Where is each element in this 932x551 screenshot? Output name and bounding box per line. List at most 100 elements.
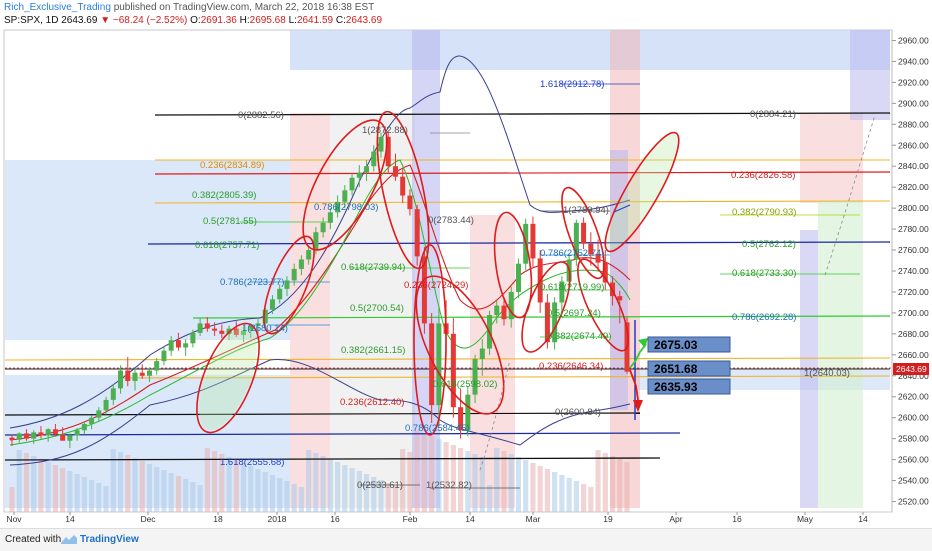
fib-label: 1(2640.03) xyxy=(804,368,850,379)
ellipse-8 xyxy=(521,261,571,353)
volume-bar xyxy=(624,462,630,512)
candle-body xyxy=(9,437,15,440)
created-with-text: Created with xyxy=(5,534,62,545)
fib-label: 0(2884.21) xyxy=(750,109,796,120)
ellipse-2 xyxy=(263,235,315,335)
y-axis[interactable]: 2520.00 2540.00 2560.00 2580.00 2600.00 2620.… xyxy=(891,30,929,512)
volume-bar xyxy=(240,463,247,512)
volume-bar xyxy=(262,472,268,512)
fib-label: 0.618(2598.02) xyxy=(433,379,497,390)
candle-body xyxy=(255,323,261,326)
volume-bar xyxy=(400,449,406,512)
volume-bar xyxy=(363,474,370,512)
candle-body xyxy=(378,136,384,152)
close-value: 2643.69 xyxy=(345,15,383,26)
candle-body xyxy=(421,256,427,324)
ellipse-11 xyxy=(604,131,680,253)
volume-bar xyxy=(81,477,87,512)
y-tick-label: 2560.00 xyxy=(898,455,929,465)
volume-bar xyxy=(559,475,565,512)
candle-body xyxy=(335,201,341,213)
y-tick-label: 2800.00 xyxy=(898,203,929,213)
ma-green xyxy=(9,159,631,446)
candle-body xyxy=(573,222,579,260)
volume-bar xyxy=(248,466,254,512)
volume-bar xyxy=(320,456,326,512)
fib-label: 0(2882.56) xyxy=(238,110,284,121)
y-tick-label: 2880.00 xyxy=(898,119,929,129)
candle-body xyxy=(349,177,355,191)
volume-bar xyxy=(566,478,572,512)
candle-body xyxy=(132,372,138,382)
volume-bar xyxy=(494,448,500,512)
candle-body xyxy=(60,434,66,441)
candle-body xyxy=(233,328,239,335)
x-axis[interactable]: Nov 14 Dec 18 2018 16 Feb 14 Mar 19 Apr 16 May 14 xyxy=(6,512,868,524)
volume-bar xyxy=(450,445,456,512)
candle-body xyxy=(450,333,456,408)
x-tick-label: 2018 xyxy=(268,514,287,524)
fib-label: 1(2789.94) xyxy=(563,205,609,216)
candle-body xyxy=(356,172,362,178)
candle-body xyxy=(146,370,152,376)
author-name[interactable]: Rich_Exclusive_Trading xyxy=(4,2,111,13)
candle-body xyxy=(103,399,109,411)
volume-bar xyxy=(334,462,341,512)
last-price-marker xyxy=(893,363,929,375)
volume-bar xyxy=(327,459,333,512)
fib-labels: 0(2882.56) 0.236(2834.89) 0.382(2805.39) 0.… xyxy=(192,79,850,491)
volume-bar xyxy=(226,457,232,512)
red-arrow xyxy=(629,369,639,401)
candle-body xyxy=(96,410,102,418)
candle-body xyxy=(392,166,398,177)
volume-bar xyxy=(356,471,362,512)
y-tick-label: 2600.00 xyxy=(898,413,929,423)
candle-body xyxy=(327,212,333,223)
x-tick-label: Nov xyxy=(6,514,22,524)
dotted-projection-2 xyxy=(824,114,876,276)
candle-body xyxy=(219,330,225,334)
green-arrowhead xyxy=(638,338,648,348)
price-box-2651: 2651.68 xyxy=(654,362,698,376)
volume-bar xyxy=(110,449,116,512)
fib-label: 0.236(2724.29) xyxy=(404,280,468,291)
volume-bar xyxy=(67,471,73,512)
candle-body xyxy=(595,254,601,263)
volume-bar xyxy=(472,454,478,512)
volume-bar xyxy=(595,450,601,512)
volume-bar xyxy=(211,451,218,512)
x-tick-label: Dec xyxy=(140,514,156,524)
fib-label: 0(2533.61) xyxy=(357,480,403,491)
volume-bar xyxy=(291,484,297,512)
candle-body xyxy=(154,361,160,371)
fib-label: 1(2680.14) xyxy=(242,323,288,334)
fib-label: 0.236(2646.34) xyxy=(539,361,603,372)
volume-bar xyxy=(407,452,413,512)
publish-line: Rich_Exclusive_Trading published on Trad… xyxy=(4,2,374,13)
y-tick-label: 2780.00 xyxy=(898,224,929,234)
candle-body xyxy=(291,268,297,281)
y-tick-label: 2920.00 xyxy=(898,77,929,87)
volume-bar xyxy=(161,470,167,512)
volume-bar xyxy=(429,436,435,512)
candle-body xyxy=(125,370,131,382)
fib-label: 0.786(2584.45) xyxy=(405,423,469,434)
candle-body xyxy=(190,332,196,344)
y-tick-label: 2940.00 xyxy=(898,56,929,66)
line-orange-2805 xyxy=(154,200,891,204)
ellipse-9 xyxy=(561,186,605,280)
candle-body xyxy=(139,372,145,376)
candle-body xyxy=(23,433,29,439)
candle-body xyxy=(479,348,485,360)
price-box-2635: 2635.93 xyxy=(654,380,698,394)
volume-bar xyxy=(544,469,551,512)
volume-bar xyxy=(74,474,80,512)
tradingview-brand[interactable]: TradingView xyxy=(80,534,139,545)
fib-label: 0.786(2723.77) xyxy=(220,277,284,288)
candle-body xyxy=(552,302,558,343)
line-red-2826 xyxy=(154,171,891,175)
volume-bar xyxy=(392,486,399,512)
candle-body xyxy=(262,309,268,324)
volume-bars xyxy=(9,430,630,512)
